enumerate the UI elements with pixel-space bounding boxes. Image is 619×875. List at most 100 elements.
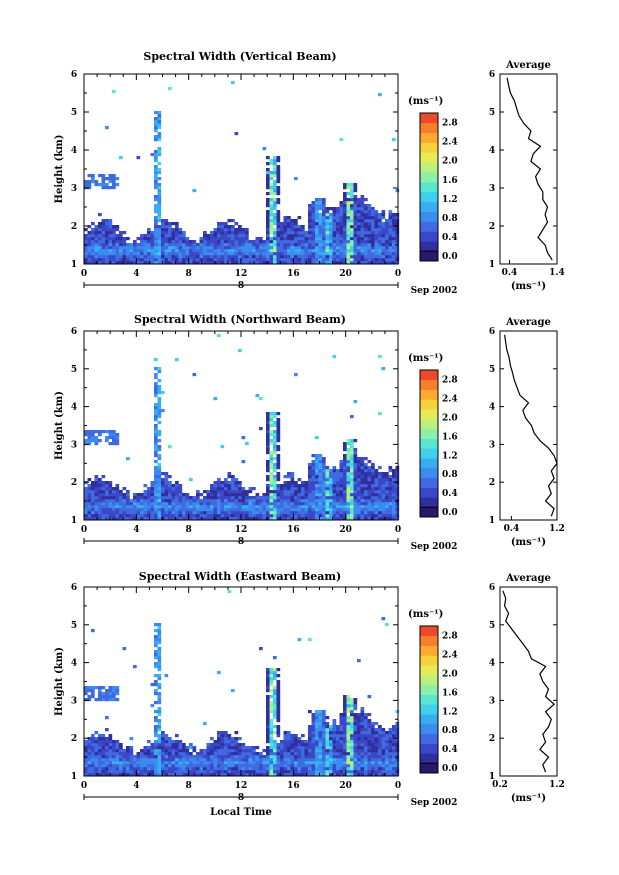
colorbar-tick-label: 2.0 (442, 157, 458, 167)
x-tick-label: 8 (186, 525, 192, 535)
profile-frame (499, 73, 558, 265)
colorbar-segment (420, 132, 438, 143)
colorbar-segment (420, 626, 438, 637)
profile-line (506, 77, 553, 261)
colorbar-tick-label: 0.4 (442, 745, 458, 755)
colorbar-segment (420, 191, 438, 203)
colorbar-segment (420, 389, 438, 400)
y-tick-label: 3 (71, 184, 77, 194)
colorbar-segment (420, 399, 438, 410)
colorbar-segment (420, 635, 438, 646)
colorbar-segment (420, 753, 438, 764)
profile-x-tick-label: 1.4 (549, 268, 565, 278)
colorbar-segment (420, 162, 438, 173)
colorbar-frame (419, 112, 439, 262)
average-profile: Average 1 2 3 4 5 6 0.4 1.2(ms⁻¹) (489, 317, 565, 548)
x-tick-label: 0 (81, 525, 87, 535)
x-tick-label: 8 (186, 781, 192, 791)
colorbar-segment (420, 684, 438, 695)
colorbar-tick-label: 0.0 (442, 252, 458, 262)
heatmap-cells (84, 81, 400, 265)
profile-x-tick-label: 0.4 (502, 268, 518, 278)
profile-title: Average (505, 60, 551, 71)
y-axis-label: Height (km) (54, 647, 65, 716)
profile-y-tick-label: 3 (489, 184, 495, 194)
colorbar-segment (420, 113, 438, 124)
colorbar-unit: (ms⁻¹) (408, 96, 443, 107)
colorbar-segment (420, 724, 438, 735)
colorbar-segment (420, 370, 438, 381)
colorbar-segment (420, 201, 438, 212)
colorbar-segment (420, 645, 438, 656)
colorbar (419, 112, 439, 262)
y-tick-label: 6 (71, 327, 77, 337)
chart-title: Spectral Width (Eastward Beam) (139, 570, 341, 583)
colorbar-segment (420, 379, 438, 390)
colorbar-segment (420, 251, 438, 262)
heatmap-cells (84, 334, 400, 521)
colorbar-segment (420, 419, 438, 430)
colorbar (419, 369, 439, 518)
colorbar-segment (420, 241, 438, 252)
colorbar-tick-label: 0.0 (442, 508, 458, 518)
profile-y-tick-label: 4 (489, 659, 495, 669)
colorbar-segment (420, 438, 438, 449)
y-tick-label: 6 (71, 583, 77, 593)
x-tick-label: 0 (395, 269, 401, 279)
x-tick-label: 4 (133, 781, 139, 791)
colorbar-tick-label: 0.4 (442, 489, 458, 499)
colorbar-segment (420, 122, 438, 134)
profile-y-tick-label: 4 (489, 146, 495, 156)
chart-title: Spectral Width (Northward Beam) (134, 313, 346, 326)
colorbar-tick-label: 1.6 (442, 432, 458, 442)
x-tick-label: 4 (133, 269, 139, 279)
y-tick-label: 5 (71, 108, 77, 118)
x-tick-label: 0 (81, 269, 87, 279)
chart-panel-0: Spectral Width (Vertical Beam)123456Heig… (54, 50, 565, 296)
x-tick-label: 8 (186, 269, 192, 279)
x-tick-label: 12 (235, 525, 248, 535)
profile-y-tick-label: 3 (489, 440, 495, 450)
profile-x-label: (ms⁻¹) (511, 281, 546, 292)
profile-x-tick-label: 1.2 (549, 780, 565, 790)
x-tick-label: 20 (339, 525, 352, 535)
profile-y-tick-label: 1 (489, 772, 495, 782)
x-tick-label: 20 (339, 269, 352, 279)
date-label: Sep 2002 (411, 542, 458, 552)
x-tick-label: 16 (287, 269, 300, 279)
colorbar-segment (420, 211, 438, 222)
colorbar-segment (420, 655, 438, 666)
colorbar-tick-label: 2.4 (442, 138, 458, 148)
colorbar-segment (420, 507, 438, 518)
colorbar-tick-label: 0.8 (442, 726, 458, 736)
colorbar-segment (420, 152, 438, 163)
profile-y-tick-label: 2 (489, 222, 495, 232)
colorbar-segment (420, 714, 438, 725)
colorbar-segment (420, 487, 438, 498)
colorbar-segment (420, 182, 438, 193)
x-axis-label: Local Time (210, 807, 272, 818)
colorbar-segment (420, 458, 438, 469)
profile-y-tick-label: 5 (489, 108, 495, 118)
day-label: 8 (238, 537, 244, 547)
profile-y-tick-label: 6 (489, 70, 495, 80)
day-label: 8 (238, 793, 244, 803)
profile-title: Average (505, 573, 551, 584)
colorbar-segment (420, 763, 438, 774)
colorbar-segment (420, 468, 438, 479)
y-tick-label: 1 (71, 516, 77, 526)
profile-y-tick-label: 6 (489, 327, 495, 337)
colorbar-segment (420, 743, 438, 754)
y-tick-label: 2 (71, 734, 77, 744)
profile-x-label: (ms⁻¹) (511, 537, 546, 548)
y-tick-label: 6 (71, 70, 77, 80)
day-label: 8 (238, 281, 244, 291)
colorbar-segment (420, 477, 438, 488)
profile-x-label: (ms⁻¹) (511, 793, 546, 804)
colorbar-segment (420, 231, 438, 242)
colorbar-tick-label: 0.0 (442, 764, 458, 774)
colorbar-segment (420, 675, 438, 686)
colorbar-segment (420, 142, 438, 153)
y-axis-label: Height (km) (54, 391, 65, 460)
